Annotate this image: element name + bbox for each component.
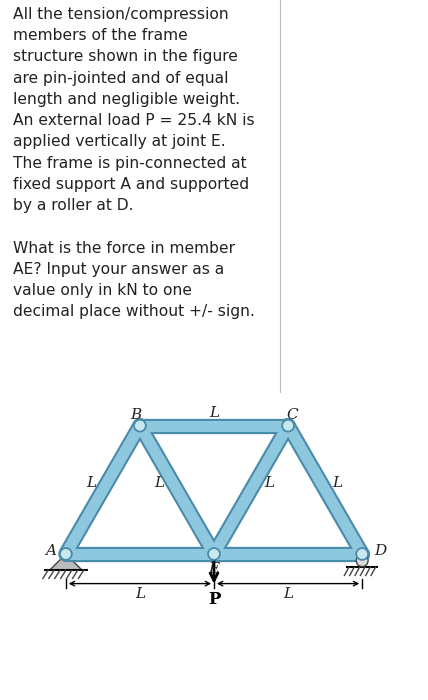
Text: All the tension/compression
members of the frame
structure shown in the figure
a: All the tension/compression members of t… [13, 7, 255, 319]
Text: L: L [264, 476, 274, 490]
Text: L: L [86, 476, 96, 490]
Text: A: A [45, 544, 56, 558]
Circle shape [356, 548, 368, 560]
Text: L: L [209, 406, 219, 420]
Text: L: L [332, 476, 342, 490]
Text: E: E [208, 562, 220, 576]
Circle shape [356, 554, 368, 566]
Polygon shape [50, 554, 82, 570]
Text: L: L [135, 587, 145, 601]
Text: L: L [154, 476, 164, 490]
Circle shape [60, 548, 72, 560]
Circle shape [134, 420, 146, 432]
Text: C: C [287, 407, 298, 421]
Text: L: L [283, 587, 293, 601]
Text: P: P [208, 592, 220, 608]
Text: D: D [374, 544, 386, 558]
Circle shape [282, 420, 294, 432]
Circle shape [208, 548, 220, 560]
Text: B: B [130, 407, 141, 421]
